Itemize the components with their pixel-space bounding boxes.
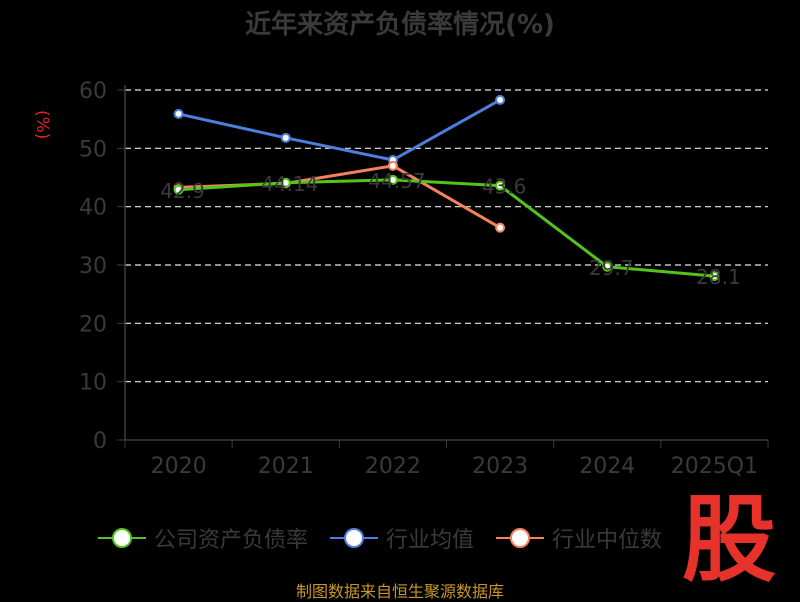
- data-point: [495, 222, 506, 233]
- data-point: [387, 160, 398, 171]
- series-line-1: [178, 98, 501, 162]
- data-point: [495, 94, 506, 105]
- y-tick-label: 60: [79, 79, 107, 104]
- data-point: [602, 261, 613, 272]
- grid-layer: [125, 89, 768, 383]
- x-tick-label: 2025Q1: [671, 454, 758, 479]
- data-label: 43.6: [482, 175, 527, 199]
- data-point: [280, 132, 291, 143]
- source-footer: 制图数据来自恒生聚源数据库: [295, 582, 504, 601]
- legend-marker-industry-median: [496, 528, 545, 548]
- y-tick-label: 50: [79, 137, 107, 162]
- legend-label-industry-median: 行业中位数: [552, 528, 663, 553]
- y-tick-label: 20: [79, 312, 107, 337]
- data-label-layer: 42.9 44.14 44.57 43.6 29.7 28.1: [160, 169, 740, 289]
- data-point: [280, 177, 291, 188]
- data-label: 42.9: [160, 179, 205, 203]
- axis-layer: 0 10 20 30 40 50 60 2020 2021 2022 2023 2024 2025Q1: [79, 79, 769, 479]
- series-layer: [173, 94, 720, 282]
- brand-logo: 股: [682, 486, 777, 595]
- data-point: [173, 108, 184, 119]
- data-label: 29.7: [589, 256, 634, 280]
- legend-marker-industry-avg: [330, 528, 379, 548]
- data-label: 28.1: [696, 265, 741, 289]
- data-point: [709, 271, 720, 282]
- data-label: 44.14: [261, 172, 318, 196]
- x-tick-label: 2022: [365, 454, 421, 479]
- x-tick-label: 2021: [258, 454, 314, 479]
- y-tick-label: 0: [93, 429, 107, 454]
- chart-title: 近年来资产负债率情况(%): [245, 10, 555, 40]
- data-point: [387, 174, 398, 185]
- legend-marker-company: [98, 528, 146, 548]
- y-tick-label: 40: [79, 196, 107, 221]
- data-point: [495, 180, 506, 191]
- legend-label-company: 公司资产负债率: [154, 528, 309, 553]
- x-tick-label: 2024: [579, 454, 635, 479]
- x-tick-label: 2020: [151, 454, 207, 479]
- series-line-2: [178, 164, 501, 229]
- legend-item-industry-avg[interactable]: 行业均值: [328, 522, 474, 554]
- data-point: [173, 184, 184, 195]
- y-tick-label: 30: [79, 254, 107, 279]
- y-tick-label: 10: [79, 371, 107, 396]
- legend-item-industry-median[interactable]: 行业中位数: [494, 522, 662, 554]
- legend: 公司资产负债率 行业均值 行业中位数: [96, 520, 662, 556]
- legend-label-industry-avg: 行业均值: [386, 528, 475, 553]
- series-line-0: [178, 178, 715, 278]
- legend-item-company[interactable]: 公司资产负债率: [96, 522, 308, 554]
- data-label: 44.57: [368, 169, 425, 193]
- x-tick-label: 2023: [472, 454, 528, 479]
